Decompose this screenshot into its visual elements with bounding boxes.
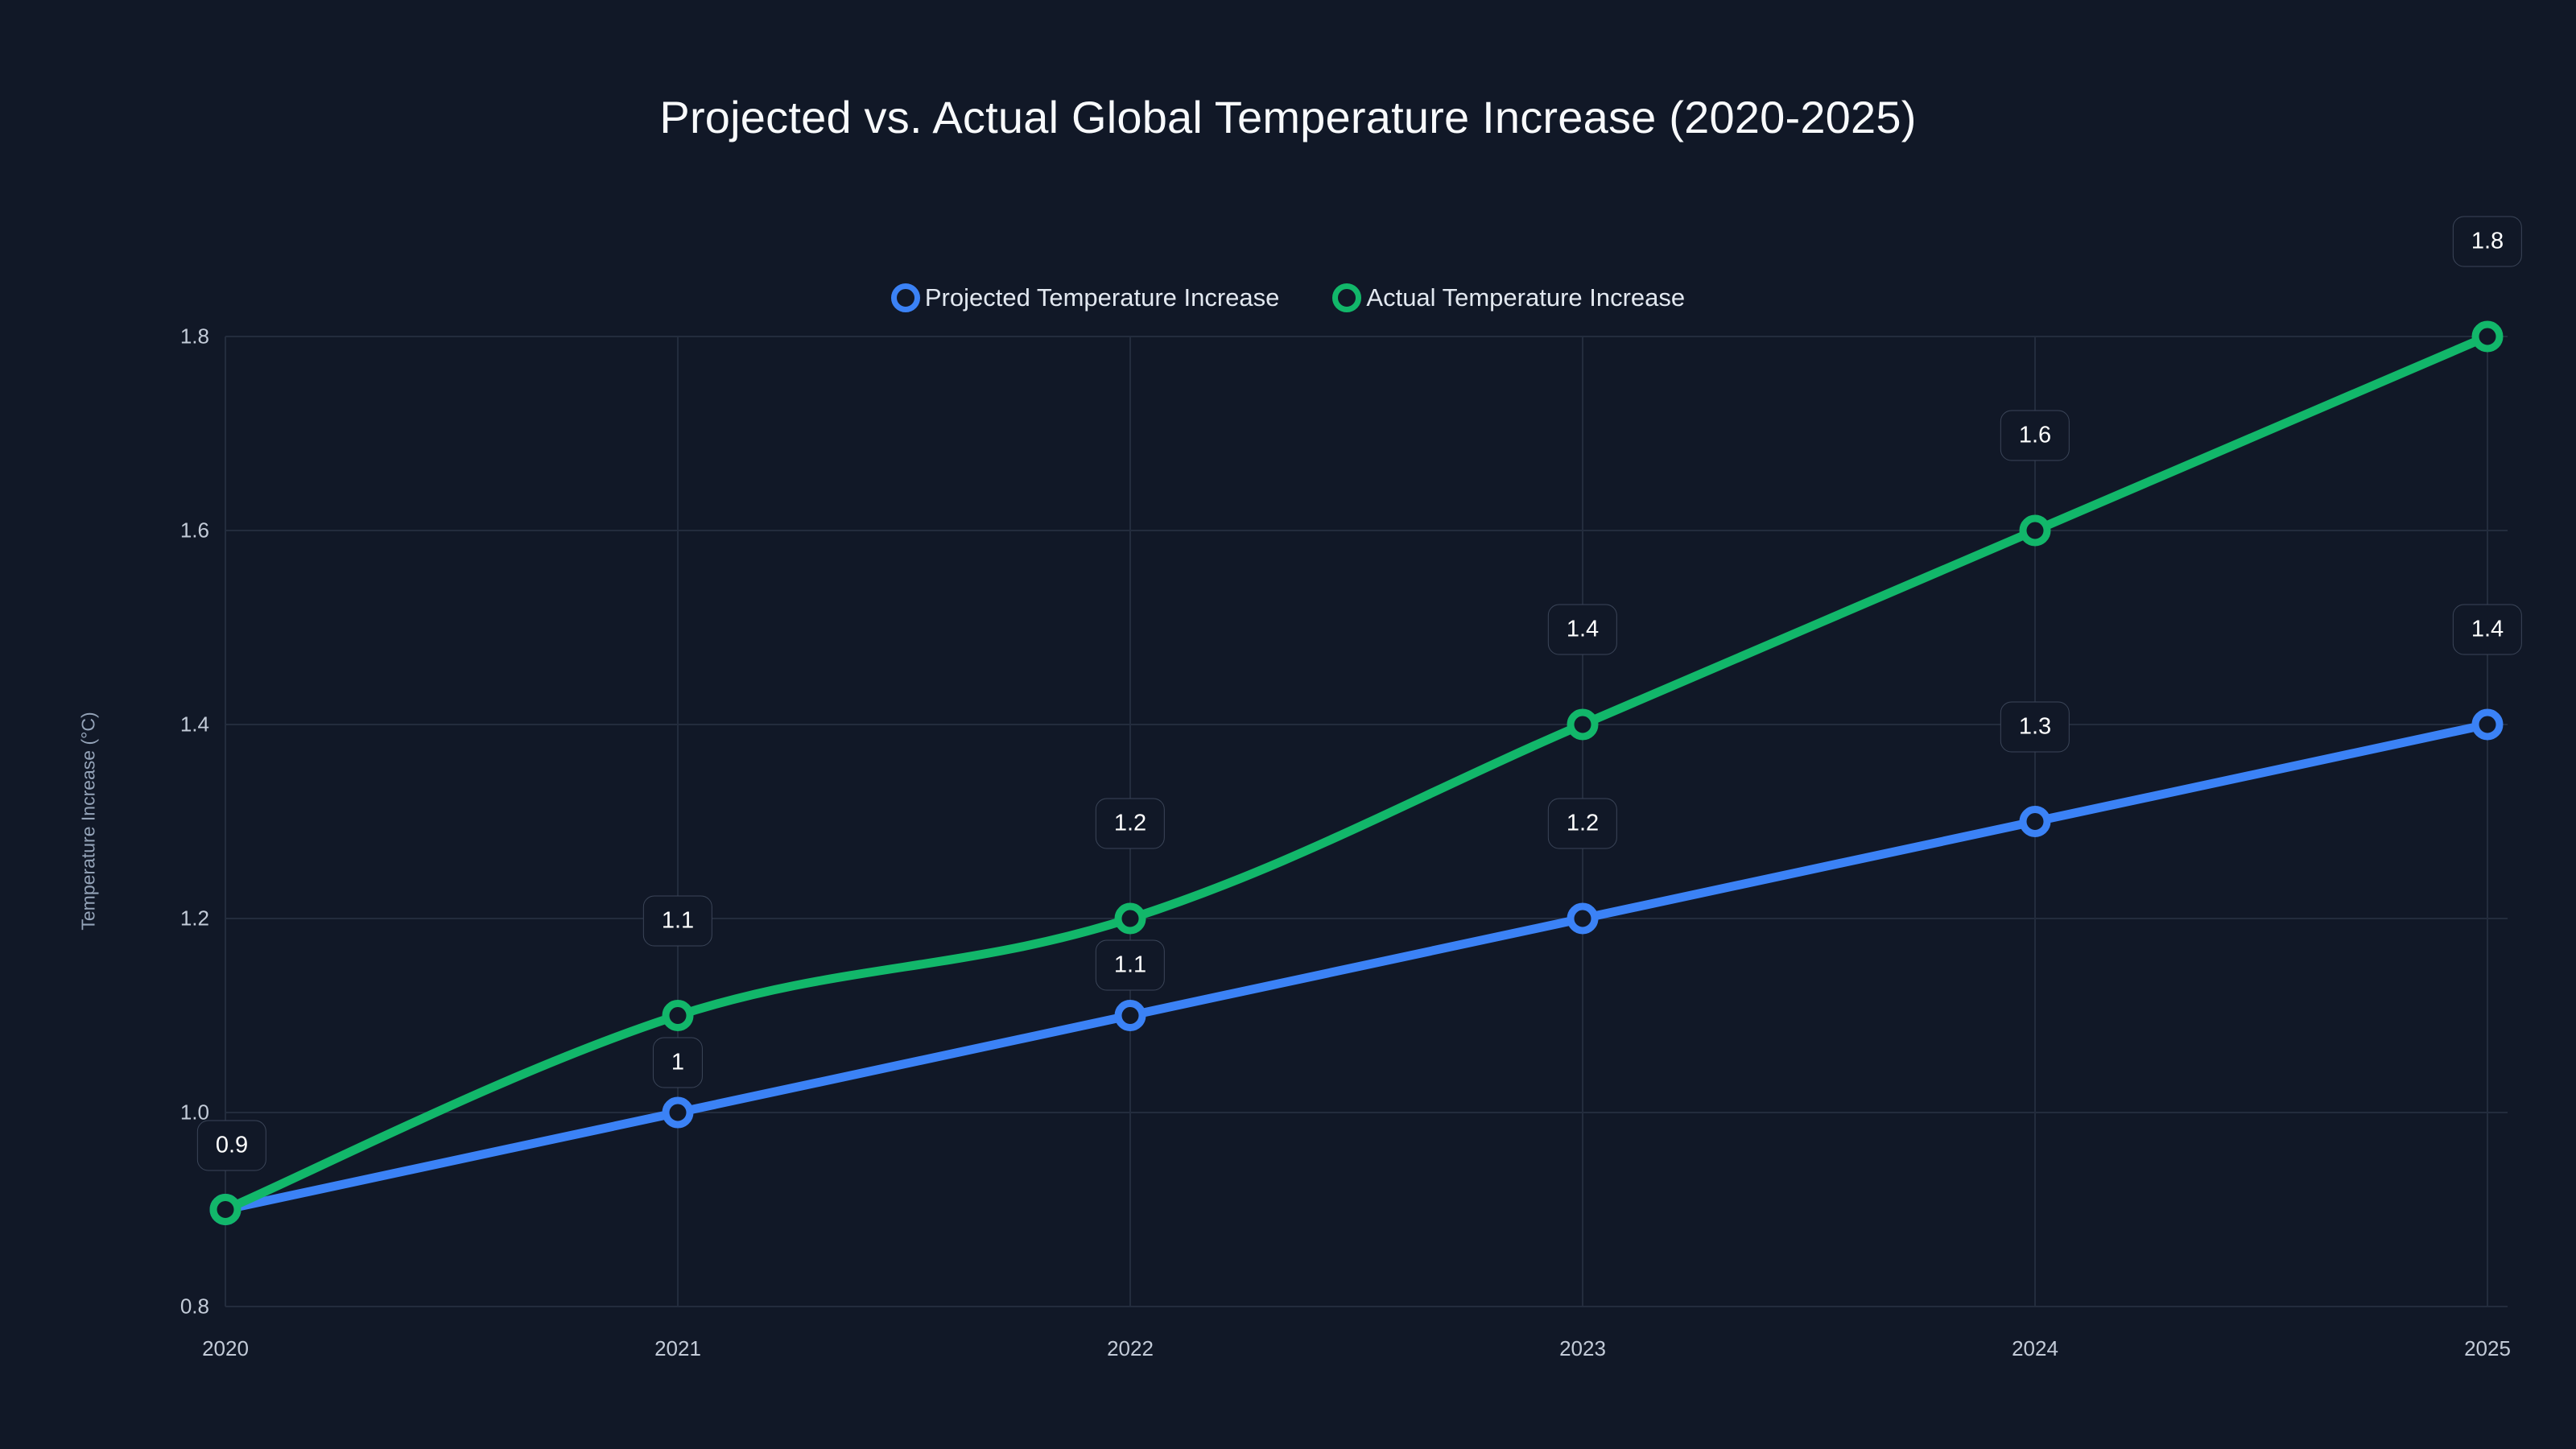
legend-marker-circle-icon [890, 283, 920, 312]
legend-marker-circle-icon [1332, 283, 1362, 312]
data-point-marker[interactable] [2471, 708, 2504, 741]
x-axis-tick-label: 2023 [1559, 1336, 1606, 1360]
legend-item-actual[interactable]: Actual Temperature Increase [1332, 283, 1685, 312]
data-point-marker[interactable] [1567, 902, 1599, 935]
x-axis-tick-label: 2025 [2464, 1336, 2511, 1360]
x-axis-tick-label: 2022 [1107, 1336, 1154, 1360]
data-point-marker[interactable] [1114, 1000, 1146, 1031]
data-point-label: 1.2 [1095, 798, 1166, 849]
x-axis-tick-label: 2020 [202, 1336, 249, 1360]
data-point-marker[interactable] [662, 1000, 694, 1031]
data-point-marker[interactable] [209, 1194, 242, 1225]
y-axis-tick-label: 1.6 [180, 518, 209, 543]
legend-item-projected[interactable]: Projected Temperature Increase [890, 283, 1280, 312]
data-point-label: 1.3 [2000, 701, 2070, 752]
data-point-label: 1 [652, 1037, 704, 1088]
x-axis-tick-label: 2021 [654, 1336, 701, 1360]
data-point-label: 1.6 [2000, 410, 2070, 461]
y-axis-tick-label: 1.4 [180, 712, 209, 737]
data-point-marker[interactable] [1567, 708, 1599, 741]
data-point-marker[interactable] [2019, 806, 2051, 837]
series-lines [221, 332, 2492, 1214]
data-point-label: 1.4 [1547, 604, 1618, 655]
data-point-label: 1.1 [642, 895, 713, 946]
data-point-label: 1.4 [2452, 604, 2523, 655]
chart-title: Projected vs. Actual Global Temperature … [659, 92, 1917, 142]
data-point-marker[interactable] [2019, 514, 2051, 547]
data-point-label: 1.2 [1547, 798, 1618, 849]
data-point-marker[interactable] [1114, 902, 1146, 935]
data-point-marker[interactable] [662, 1096, 694, 1129]
y-axis-tick-label: 1.2 [180, 906, 209, 931]
series-line [221, 332, 2492, 1214]
gridlines [225, 336, 2508, 1307]
y-axis-tick-labels: 1.8 1.6 1.4 1.2 1.0 0.8 [121, 0, 209, 1449]
y-axis-tick-label: 0.8 [180, 1294, 209, 1319]
series-markers [209, 320, 2504, 1225]
series-line [221, 720, 2492, 1214]
y-axis-tick-label: 1.0 [180, 1100, 209, 1125]
legend-label-actual: Actual Temperature Increase [1366, 283, 1686, 312]
y-axis-tick-label: 1.8 [180, 324, 209, 349]
data-point-label: 1.1 [1095, 939, 1166, 991]
chart-legend: Projected Temperature Increase Actual Te… [0, 283, 2576, 312]
legend-label-projected: Projected Temperature Increase [924, 283, 1280, 312]
data-point-label: 1.8 [2452, 216, 2523, 267]
data-point-label: 0.9 [196, 1120, 267, 1170]
data-point-marker[interactable] [2471, 320, 2504, 353]
x-axis-tick-label: 2024 [2012, 1336, 2058, 1360]
